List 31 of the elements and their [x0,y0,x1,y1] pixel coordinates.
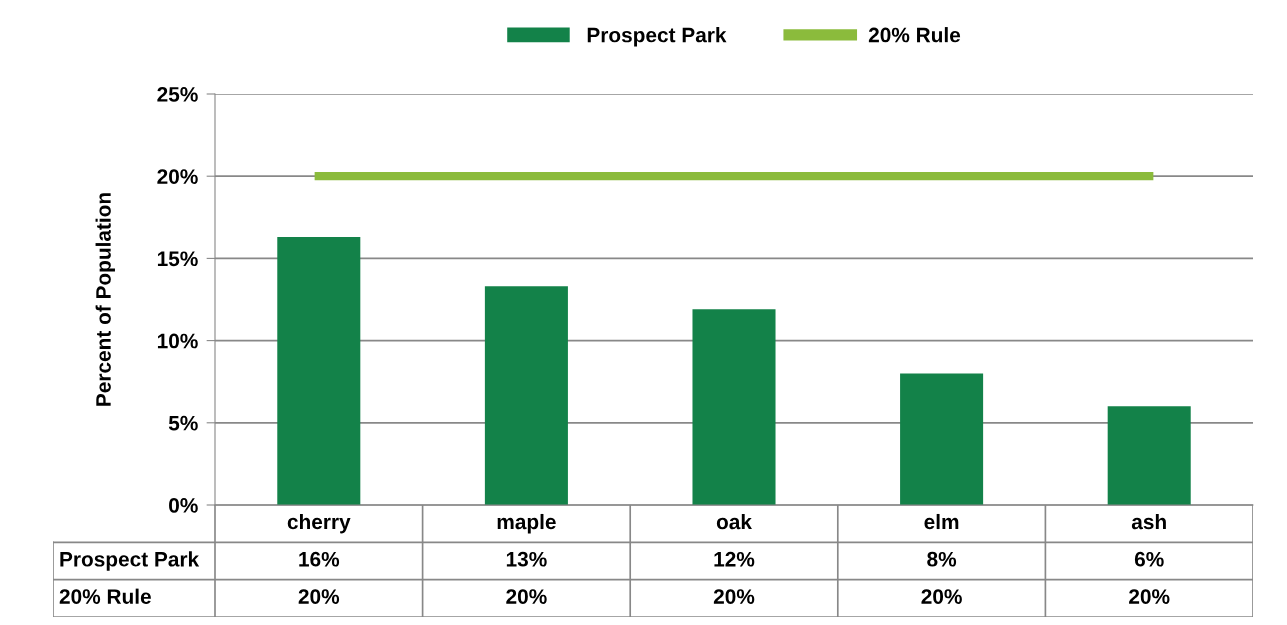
bar [1107,406,1191,505]
data-label: 20% [921,589,962,604]
y-tick-label: 25% [157,87,198,102]
y-tick-label: 10% [157,333,198,349]
x-tick-label: oak [716,513,752,530]
data-label: 16% [299,551,340,567]
y-tick-label: 20% [157,169,198,184]
text: 20% Rule [59,588,151,604]
y-axis-title: Percent of Population [95,193,115,406]
bar [277,237,361,505]
bar [692,309,776,505]
data-label: 12% [714,551,755,567]
bar [900,373,984,505]
y-tick-label: 15% [157,251,198,267]
y-tick-label: 5% [168,415,198,431]
data-label: 8% [927,551,957,567]
data-label: 20% [1129,589,1170,604]
bar [484,286,568,505]
data-label: 20% [298,589,340,604]
legend-label: 20% Rule [868,27,961,43]
data-label: 6% [1134,551,1164,567]
data-label: 13% [506,551,547,567]
x-tick-label: ash [1131,513,1166,530]
text: Prospect Park [60,551,200,571]
data-label: 20% [713,589,755,604]
legend-label: Prospect Park [587,27,727,47]
x-tick-label: elm [924,513,959,530]
data-label: 20% [506,589,547,604]
y-tick-label: 0% [169,498,198,513]
x-tick-label: cherry [287,513,351,534]
x-tick-label: maple [497,513,556,534]
